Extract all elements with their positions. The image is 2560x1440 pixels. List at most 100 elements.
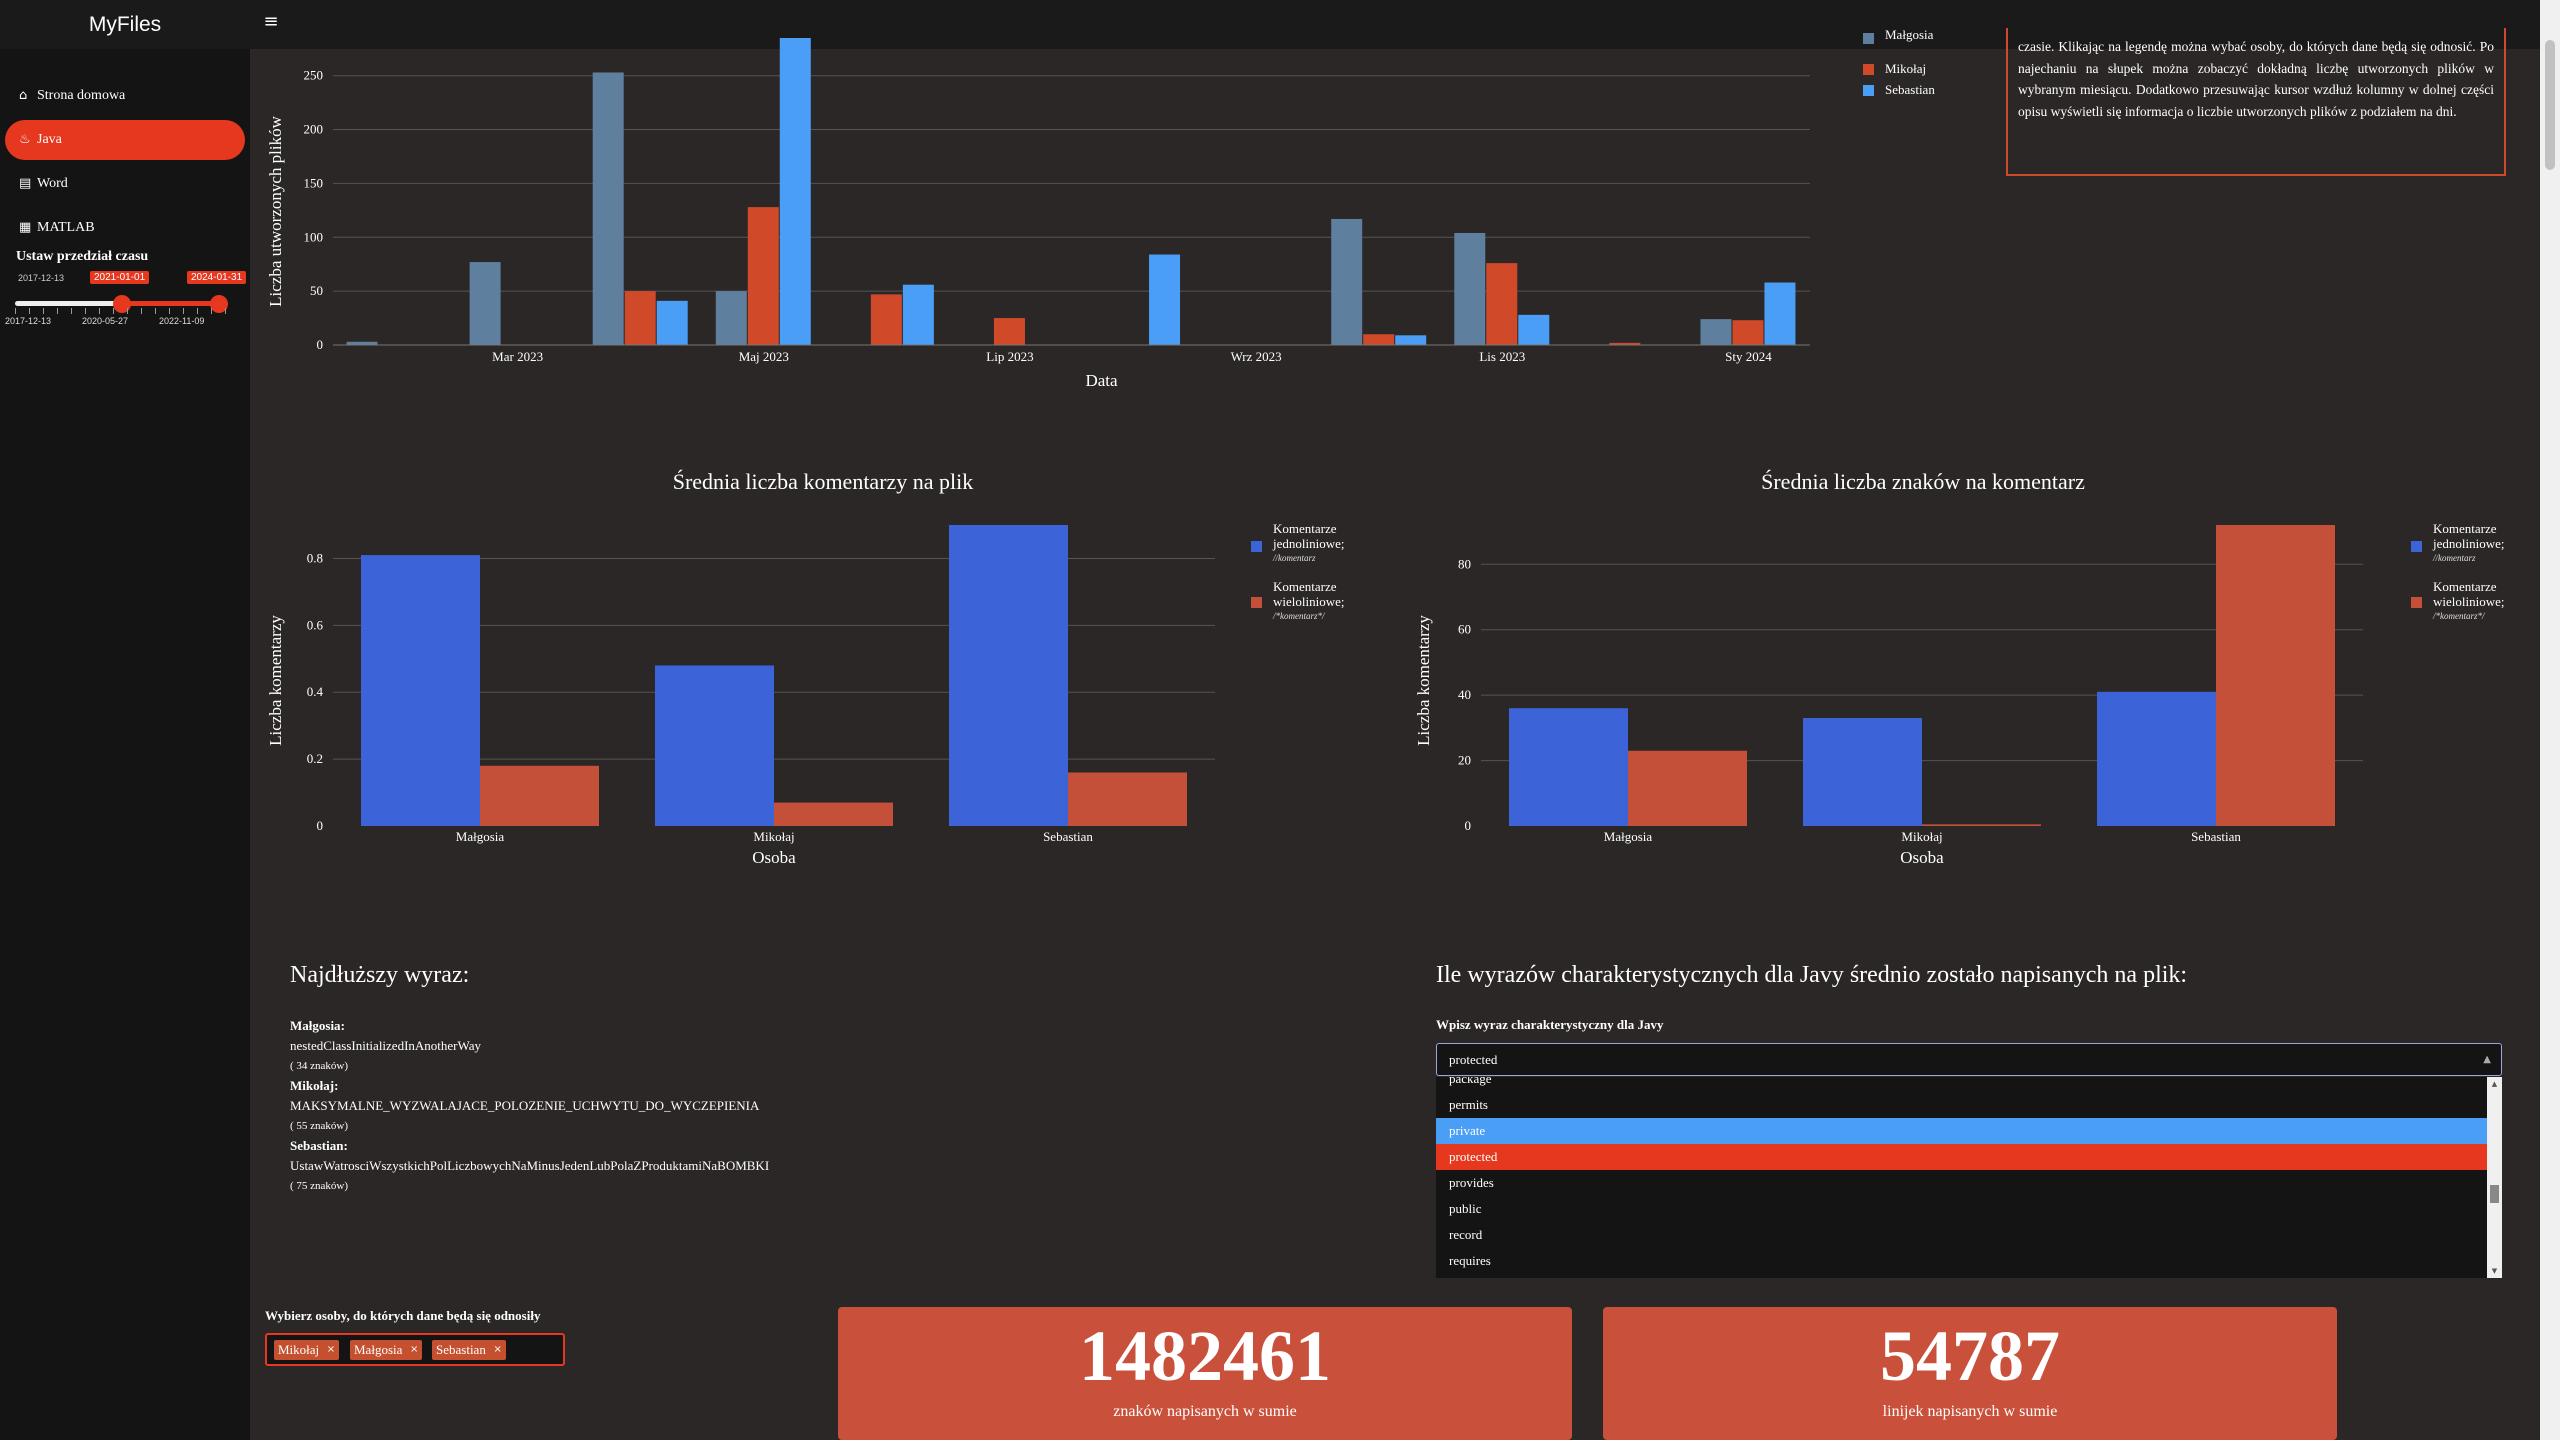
- sidebar-item-home[interactable]: ⌂ Strona domowa: [5, 76, 245, 116]
- keyword-option[interactable]: private: [1436, 1118, 2487, 1144]
- bar-małgosia[interactable]: [1331, 219, 1362, 345]
- slider-tick-label: 2020-05-27: [82, 316, 128, 326]
- bar-małgosia[interactable]: [1700, 319, 1731, 345]
- bar-sebastian[interactable]: [657, 301, 688, 345]
- bar-mikołaj[interactable]: [1486, 263, 1517, 345]
- chart-title-chars: Średnia liczba znaków na komentarz: [1623, 469, 2223, 495]
- remove-tag-icon[interactable]: ×: [410, 1340, 418, 1360]
- bar-series-1[interactable]: [1922, 824, 2041, 826]
- x-tick-label: Sebastian: [1043, 829, 1093, 844]
- bar-małgosia[interactable]: [470, 262, 501, 345]
- bar-sebastian[interactable]: [1395, 335, 1426, 345]
- keyword-select[interactable]: protected ▲: [1436, 1043, 2502, 1076]
- keyword-option[interactable]: public: [1436, 1196, 2487, 1222]
- page-scrollbar[interactable]: [2540, 0, 2560, 1440]
- people-multiselect[interactable]: Mikołaj × Małgosia × Sebastian ×: [265, 1333, 565, 1366]
- longest-word: MAKSYMALNE_WYZWALAJACE_POLOZENIE_UCHWYTU…: [290, 1096, 769, 1116]
- bar-mikołaj[interactable]: [1363, 334, 1394, 345]
- bar-series-0[interactable]: [2097, 692, 2216, 826]
- legend-item-single-line[interactable]: Komentarze jednoliniowe; //komentarz: [2433, 521, 2533, 566]
- slider-tick: [155, 308, 156, 314]
- bar-małgosia[interactable]: [716, 291, 747, 345]
- bar-mikołaj[interactable]: [1732, 320, 1763, 345]
- keyword-option[interactable]: package: [1436, 1077, 2487, 1092]
- slider-tick: [71, 308, 72, 314]
- slider-tick: [169, 308, 170, 314]
- dropdown-scrollbar[interactable]: ▲ ▼: [2487, 1077, 2502, 1278]
- scrollbar-thumb[interactable]: [2490, 1185, 2499, 1203]
- bar-series-0[interactable]: [949, 525, 1068, 826]
- legend-item-single-line[interactable]: Komentarze jednoliniowe; //komentarz: [1273, 521, 1383, 566]
- bar-małgosia[interactable]: [593, 72, 624, 345]
- bar-małgosia[interactable]: [1454, 233, 1485, 345]
- y-axis-label: Liczba utworzonych plików: [266, 115, 285, 306]
- x-tick-label: Lis 2023: [1479, 349, 1525, 364]
- legend-label: Komentarze jednoliniowe;: [1273, 521, 1345, 551]
- person-tag[interactable]: Sebastian ×: [432, 1340, 506, 1360]
- slider-selected-range: [122, 301, 219, 306]
- slider-tick: [15, 308, 16, 314]
- slider-min-label: 2017-12-13: [18, 273, 64, 283]
- bar-mikołaj[interactable]: [994, 318, 1025, 345]
- page-scrollbar-thumb[interactable]: [2545, 40, 2555, 170]
- bar-series-0[interactable]: [361, 555, 480, 826]
- bar-series-1[interactable]: [774, 803, 893, 826]
- bar-series-0[interactable]: [655, 665, 774, 826]
- word-length: ( 34 znaków): [290, 1056, 769, 1076]
- keyword-option[interactable]: requires: [1436, 1248, 2487, 1274]
- bar-series-0[interactable]: [1509, 708, 1628, 826]
- slider-tick: [197, 308, 198, 314]
- x-tick-label: Małgosia: [456, 829, 505, 844]
- chart-title-comments: Średnia liczba komentarzy na plik: [523, 469, 1123, 495]
- keyword-input-label: Wpisz wyraz charakterystyczny dla Javy: [1436, 1017, 1663, 1033]
- legend-note: /*komentarz*/: [2433, 609, 2533, 624]
- bar-series-1[interactable]: [480, 766, 599, 826]
- x-tick-label: Małgosia: [1604, 829, 1653, 844]
- keyword-option[interactable]: protected: [1436, 1144, 2487, 1170]
- bar-series-0[interactable]: [1803, 718, 1922, 826]
- keyword-option[interactable]: record: [1436, 1222, 2487, 1248]
- bar-series-1[interactable]: [1068, 772, 1187, 826]
- legend-item-malgosia[interactable]: Małgosia: [1885, 37, 1933, 52]
- legend-item-mikolaj[interactable]: Mikołaj: [1885, 61, 1926, 76]
- scroll-down-icon[interactable]: ▼: [2487, 1264, 2502, 1278]
- legend-swatch: [2411, 597, 2422, 608]
- slider-tick: [57, 308, 58, 314]
- legend-item-multi-line[interactable]: Komentarze wieloliniowe; /*komentarz*/: [2433, 579, 2533, 624]
- chevron-up-icon[interactable]: ▲: [2483, 1044, 2491, 1075]
- sidebar-item-word[interactable]: ▤ Word: [5, 164, 245, 204]
- legend-item-multi-line[interactable]: Komentarze wieloliniowe; /*komentarz*/: [1273, 579, 1383, 624]
- sidebar-item-label: Word: [37, 176, 68, 191]
- legend-item-sebastian[interactable]: Sebastian: [1885, 82, 1935, 97]
- remove-tag-icon[interactable]: ×: [327, 1340, 335, 1360]
- bar-mikołaj[interactable]: [625, 291, 656, 345]
- keyword-option[interactable]: permits: [1436, 1092, 2487, 1118]
- keyword-option[interactable]: provides: [1436, 1170, 2487, 1196]
- bar-mikołaj[interactable]: [871, 294, 902, 345]
- slider-tick: [29, 308, 30, 314]
- bar-sebastian[interactable]: [1764, 283, 1795, 345]
- person-tag[interactable]: Małgosia ×: [350, 1340, 422, 1360]
- bar-sebastian[interactable]: [1149, 255, 1180, 345]
- legend-note: /*komentarz*/: [1273, 609, 1383, 624]
- bar-sebastian[interactable]: [1518, 315, 1549, 345]
- scroll-up-icon[interactable]: ▲: [2487, 1077, 2502, 1091]
- hamburger-icon[interactable]: ≡: [262, 12, 280, 32]
- sidebar-item-java[interactable]: ♨ Java: [5, 120, 245, 160]
- bar-sebastian[interactable]: [903, 285, 934, 345]
- bar-series-1[interactable]: [2216, 525, 2335, 826]
- person-tag[interactable]: Mikołaj ×: [274, 1340, 339, 1360]
- stat-caption: linijek napisanych w sumie: [1603, 1403, 2337, 1421]
- app-title[interactable]: MyFiles: [0, 0, 250, 49]
- remove-tag-icon[interactable]: ×: [493, 1340, 501, 1360]
- bar-mikołaj[interactable]: [748, 207, 779, 345]
- y-axis-label: Liczba komentarzy: [266, 615, 285, 746]
- bar-series-1[interactable]: [1628, 751, 1747, 826]
- sidebar-item-matlab[interactable]: ▦ MATLAB: [5, 208, 245, 248]
- y-tick-label: 0: [317, 818, 324, 833]
- y-tick-label: 0.8: [307, 550, 323, 565]
- people-select-label: Wybierz osoby, do których dane będą się …: [265, 1308, 540, 1324]
- keywords-title: Ile wyrazów charakterystycznych dla Javy…: [1436, 962, 2187, 989]
- time-range-slider[interactable]: 2017-12-13 2021-01-01 2024-01-31 2017-12…: [0, 268, 250, 338]
- bar-sebastian[interactable]: [780, 38, 811, 345]
